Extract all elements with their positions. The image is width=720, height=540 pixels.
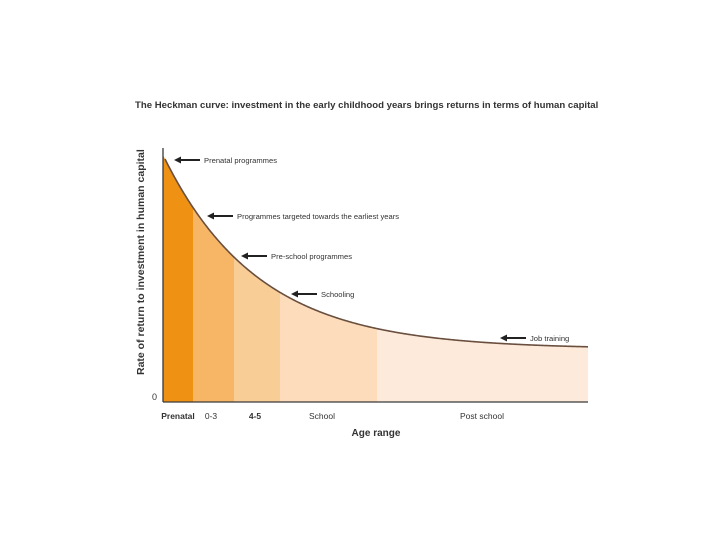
x-tick-label-2: 4-5 [249,411,262,421]
annotation-label-0: Prenatal programmes [204,156,277,165]
annotation-4: Job training [500,334,569,343]
x-tick-label-3: School [309,411,335,421]
annotation-1: Programmes targeted towards the earliest… [207,212,399,221]
area-segment-2 [234,257,280,402]
annotation-label-4: Job training [530,334,569,343]
annotations: Prenatal programmes Programmes targeted t… [174,156,569,343]
chart-title: The Heckman curve: investment in the ear… [135,100,598,111]
return-curve [164,158,589,348]
area-segments [163,155,588,402]
x-axis-label: Age range [352,428,401,439]
area-segment-0 [163,155,193,402]
y-origin-label: 0 [152,392,157,402]
x-tick-label-4: Post school [460,411,504,421]
x-tick-label-0: Prenatal [161,411,195,421]
annotation-arrow-head-3 [291,290,298,298]
x-tick-labels: Prenatal 0-3 4-5 School Post school [161,411,504,421]
annotation-arrow-head-2 [241,252,248,260]
annotation-label-2: Pre-school programmes [271,252,352,261]
annotation-arrow-head-4 [500,334,507,342]
area-segment-4 [377,328,588,402]
area-segment-1 [193,207,234,402]
annotation-0: Prenatal programmes [174,156,277,165]
annotation-2: Pre-school programmes [241,252,352,261]
annotation-arrow-head-0 [174,156,181,164]
area-segment-3 [280,292,377,402]
annotation-arrow-head-1 [207,212,214,220]
x-tick-label-1: 0-3 [205,411,218,421]
annotation-label-1: Programmes targeted towards the earliest… [237,212,399,221]
annotation-label-3: Schooling [321,290,354,299]
annotation-3: Schooling [291,290,354,299]
y-axis-label: Rate of return to investment in human ca… [135,149,147,375]
